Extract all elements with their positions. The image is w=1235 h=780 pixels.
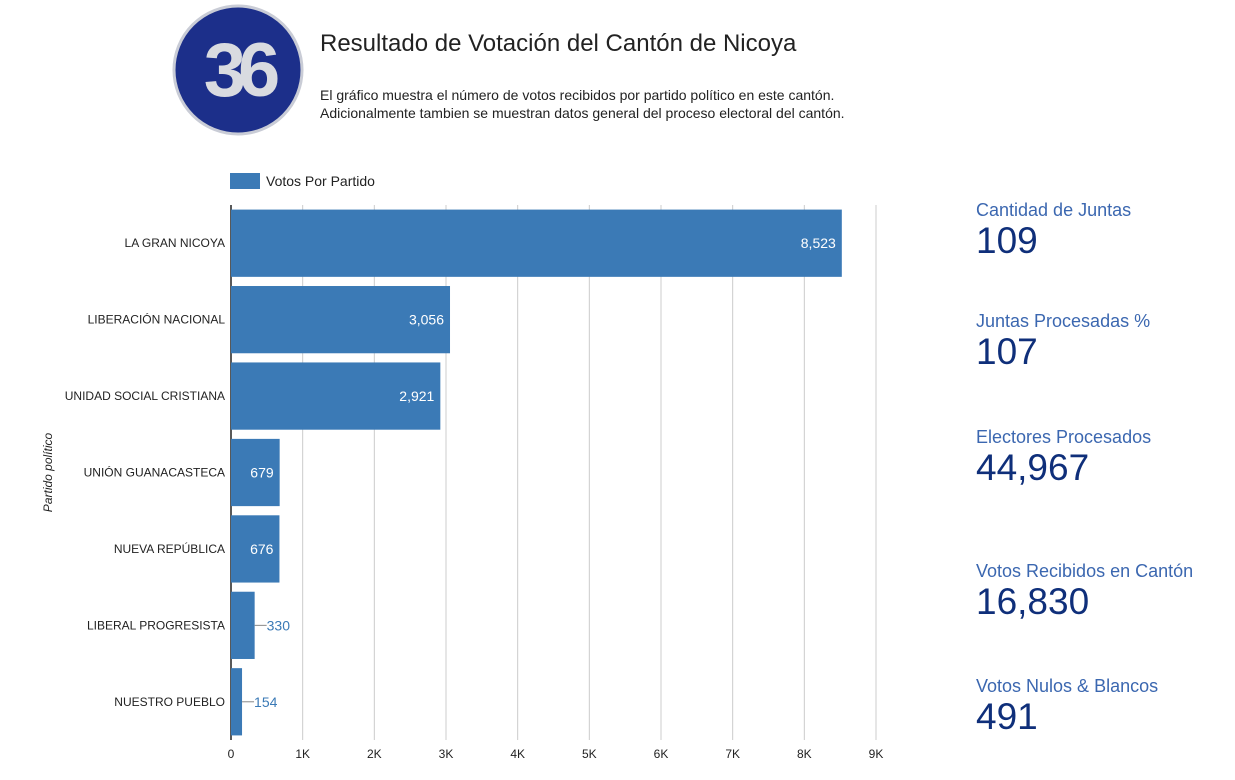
category-label: LA GRAN NICOYA xyxy=(125,236,225,250)
bar xyxy=(231,209,842,277)
x-tick-label: 1K xyxy=(295,747,310,761)
bar xyxy=(231,515,280,583)
kpi-value: 107 xyxy=(976,331,1038,372)
y-axis-title: Partido político xyxy=(41,432,55,512)
kpi-juntas-procesadas: Juntas Procesadas % 107 xyxy=(976,311,1150,372)
category-label: UNIÓN GUANACASTECA xyxy=(84,465,225,480)
legend-label: Votos Por Partido xyxy=(266,173,375,189)
x-tick-label: 9K xyxy=(869,747,884,761)
category-label: UNIDAD SOCIAL CRISTIANA xyxy=(65,389,225,403)
bar xyxy=(231,362,441,430)
kpi-label: Cantidad de Juntas xyxy=(976,200,1132,220)
bar xyxy=(231,438,280,507)
kpi-value: 44,967 xyxy=(976,447,1090,488)
kpi-value: 16,830 xyxy=(976,581,1090,622)
x-tick-label: 8K xyxy=(797,747,812,761)
subtitle-line-1: El gráfico muestra el número de votos re… xyxy=(320,87,835,103)
data-label: 3,056 xyxy=(409,312,444,328)
data-label: 2,921 xyxy=(399,388,434,404)
kpi-value: 109 xyxy=(976,220,1038,261)
kpi-value: 491 xyxy=(976,696,1038,737)
bar xyxy=(231,668,243,736)
subtitle-line-2: Adicionalmente tambien se muestran datos… xyxy=(320,105,845,121)
data-label: 330 xyxy=(267,617,291,633)
x-tick-label: 2K xyxy=(367,747,382,761)
kpi-label: Juntas Procesadas % xyxy=(976,311,1151,331)
kpi-votos-nulos: Votos Nulos & Blancos 491 xyxy=(976,676,1158,737)
kpi-label: Votos Nulos & Blancos xyxy=(976,676,1159,696)
category-label: NUESTRO PUEBLO xyxy=(114,695,225,709)
kpi-label: Votos Recibidos en Cantón xyxy=(976,561,1194,581)
logo-text: 36 xyxy=(204,28,278,113)
x-tick-label: 7K xyxy=(725,747,740,761)
chart-legend: Votos Por Partido xyxy=(230,173,375,189)
kpi-electores: Electores Procesados 44,967 xyxy=(976,427,1151,488)
category-label: NUEVA REPÚBLICA xyxy=(114,541,225,556)
category-label: LIBERACIÓN NACIONAL xyxy=(88,312,226,327)
x-tick-label: 5K xyxy=(582,747,597,761)
data-label: 154 xyxy=(254,694,278,710)
bar xyxy=(231,591,255,659)
x-tick-label: 6K xyxy=(654,747,669,761)
kpi-votos-recibidos: Votos Recibidos en Cantón 16,830 xyxy=(976,561,1193,622)
bar xyxy=(231,286,451,354)
votes-bar-chart: 0 1K 2K 3K 4K 5K 6K 7K 8K 9K LA GRAN NICOYA 8,523 LI… xyxy=(41,205,884,761)
category-label: LIBERAL PROGRESISTA xyxy=(87,618,225,632)
page-subtitle: El gráfico muestra el número de votos re… xyxy=(320,86,845,122)
page-title: Resultado de Votación del Cantón de Nico… xyxy=(320,30,797,57)
x-tick-label: 3K xyxy=(439,747,454,761)
x-tick-label: 4K xyxy=(510,747,525,761)
data-label: 679 xyxy=(250,465,274,481)
kpi-juntas: Cantidad de Juntas 109 xyxy=(976,200,1131,261)
legend-swatch xyxy=(230,173,260,189)
logo: 36 xyxy=(172,4,304,136)
kpi-label: Electores Procesados xyxy=(976,427,1152,447)
x-tick-label: 0 xyxy=(228,747,235,761)
data-label: 8,523 xyxy=(801,235,836,251)
data-label: 676 xyxy=(250,541,274,557)
